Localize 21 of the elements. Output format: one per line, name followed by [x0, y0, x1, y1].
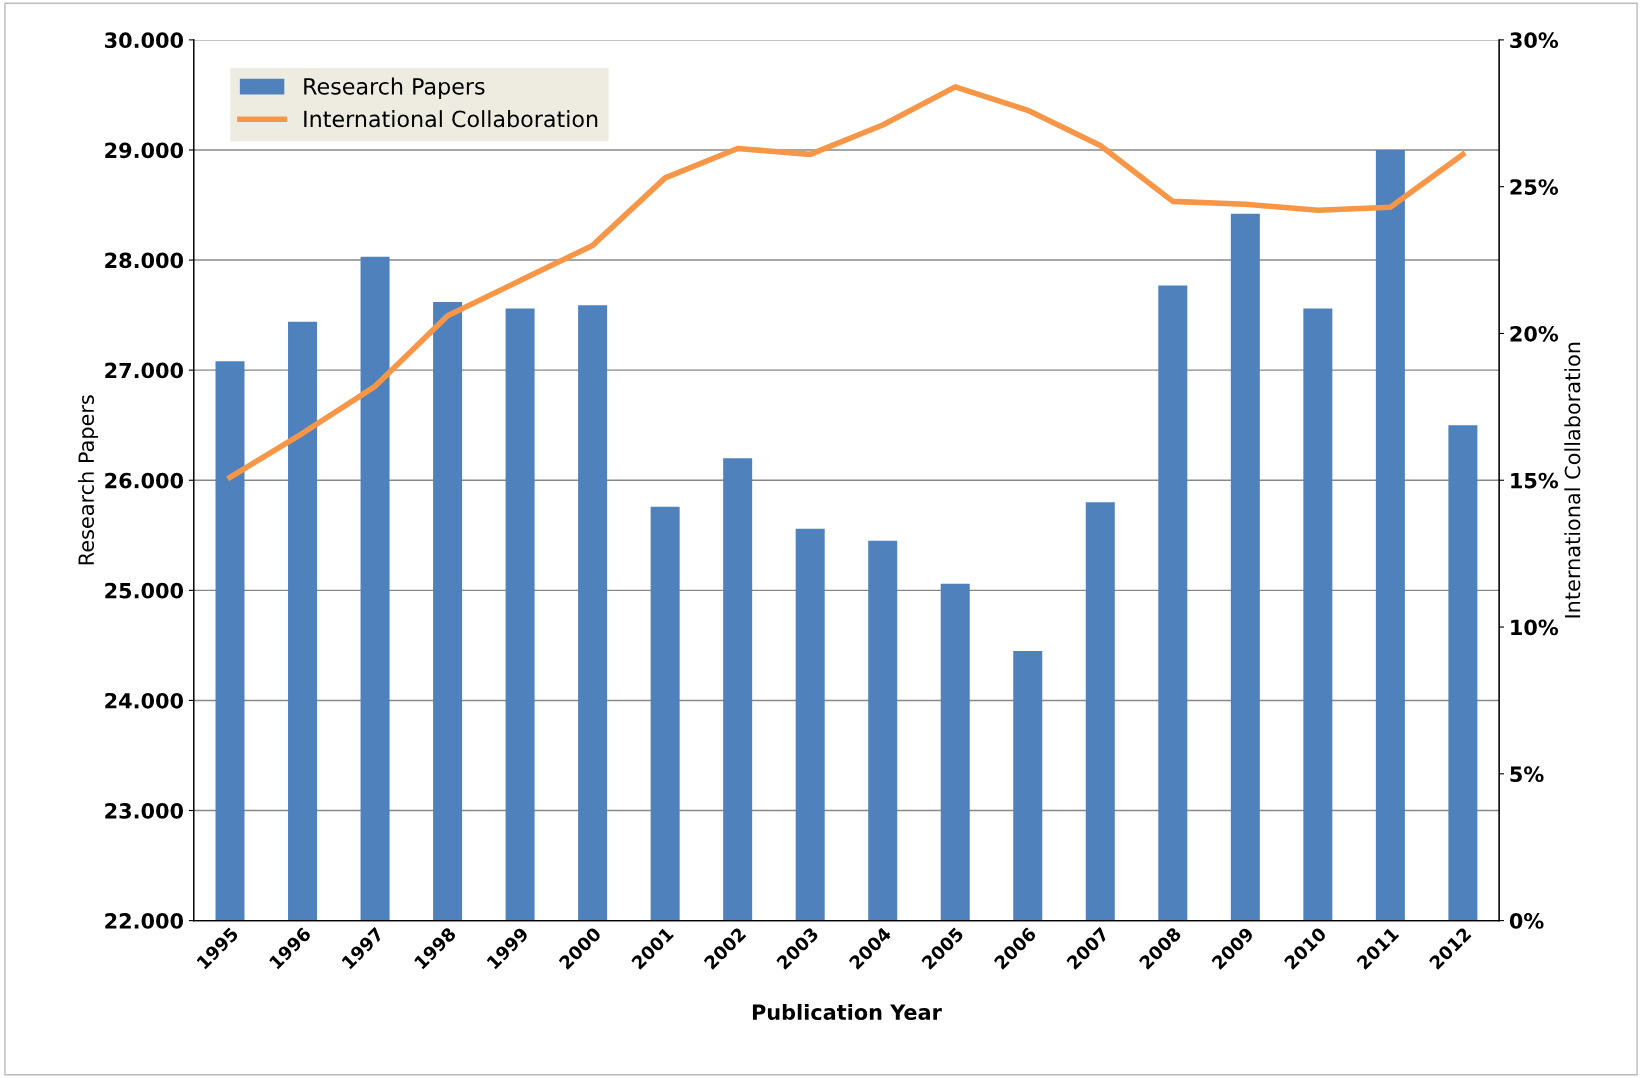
y2-tick-label: 10%	[1511, 619, 1559, 636]
y-axis-title: Research Papers	[77, 395, 99, 565]
y-tick-label: 26.000	[105, 472, 184, 489]
y2-tick-label: 30%	[1510, 32, 1559, 49]
y2-axis-title: International Collaboration	[1564, 342, 1581, 618]
legend-label: Research Papers	[304, 77, 485, 100]
y2-tick-label: 5%	[1510, 766, 1544, 783]
y2-tick-label: 0%	[1509, 913, 1544, 929]
y-tick-label: 30.000	[105, 32, 184, 49]
x-axis-title: Publication Year	[752, 1003, 942, 1021]
y-tick-label: 22.000	[105, 913, 184, 929]
y-tick-label: 28.000	[105, 252, 184, 269]
legend-label: International Collaboration	[304, 110, 598, 128]
y2-tick-label: 20%	[1510, 325, 1559, 342]
y-tick-label: 27.000	[105, 362, 184, 379]
y2-tick-label: 15%	[1511, 472, 1559, 489]
y2-tick-label: 25%	[1510, 179, 1559, 195]
y-tick-label: 24.000	[105, 692, 184, 709]
y-tick-label: 25.000	[105, 582, 184, 599]
y-tick-label: 23.000	[105, 802, 184, 819]
y-tick-label: 29.000	[105, 142, 184, 159]
